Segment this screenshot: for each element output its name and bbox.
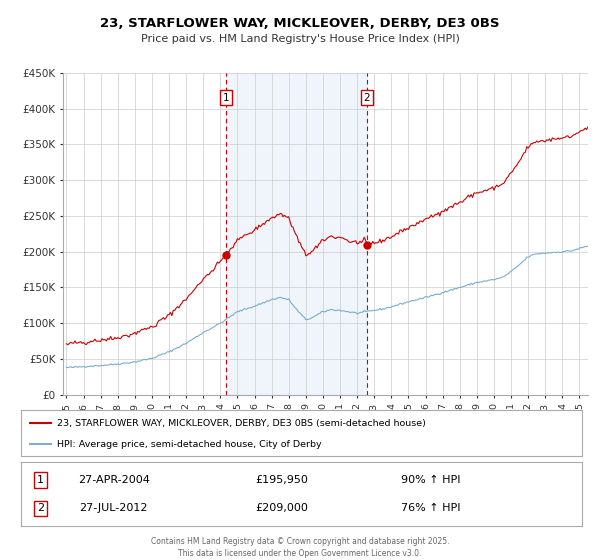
Text: 1: 1 (223, 93, 229, 103)
Text: £195,950: £195,950 (256, 475, 308, 485)
Text: 2: 2 (37, 503, 44, 514)
Text: 27-APR-2004: 27-APR-2004 (77, 475, 149, 485)
Text: 27-JUL-2012: 27-JUL-2012 (79, 503, 148, 514)
Text: 23, STARFLOWER WAY, MICKLEOVER, DERBY, DE3 0BS: 23, STARFLOWER WAY, MICKLEOVER, DERBY, D… (100, 17, 500, 30)
Bar (226, 73, 367, 395)
Text: 1: 1 (37, 475, 44, 485)
Text: HPI: Average price, semi-detached house, City of Derby: HPI: Average price, semi-detached house,… (58, 440, 322, 449)
Text: 76% ↑ HPI: 76% ↑ HPI (401, 503, 460, 514)
Text: 90% ↑ HPI: 90% ↑ HPI (401, 475, 460, 485)
Text: Contains HM Land Registry data © Crown copyright and database right 2025.
This d: Contains HM Land Registry data © Crown c… (151, 537, 449, 558)
Text: £209,000: £209,000 (256, 503, 308, 514)
Text: 23, STARFLOWER WAY, MICKLEOVER, DERBY, DE3 0BS (semi-detached house): 23, STARFLOWER WAY, MICKLEOVER, DERBY, D… (58, 419, 427, 428)
Text: 2: 2 (364, 93, 370, 103)
Text: Price paid vs. HM Land Registry's House Price Index (HPI): Price paid vs. HM Land Registry's House … (140, 34, 460, 44)
